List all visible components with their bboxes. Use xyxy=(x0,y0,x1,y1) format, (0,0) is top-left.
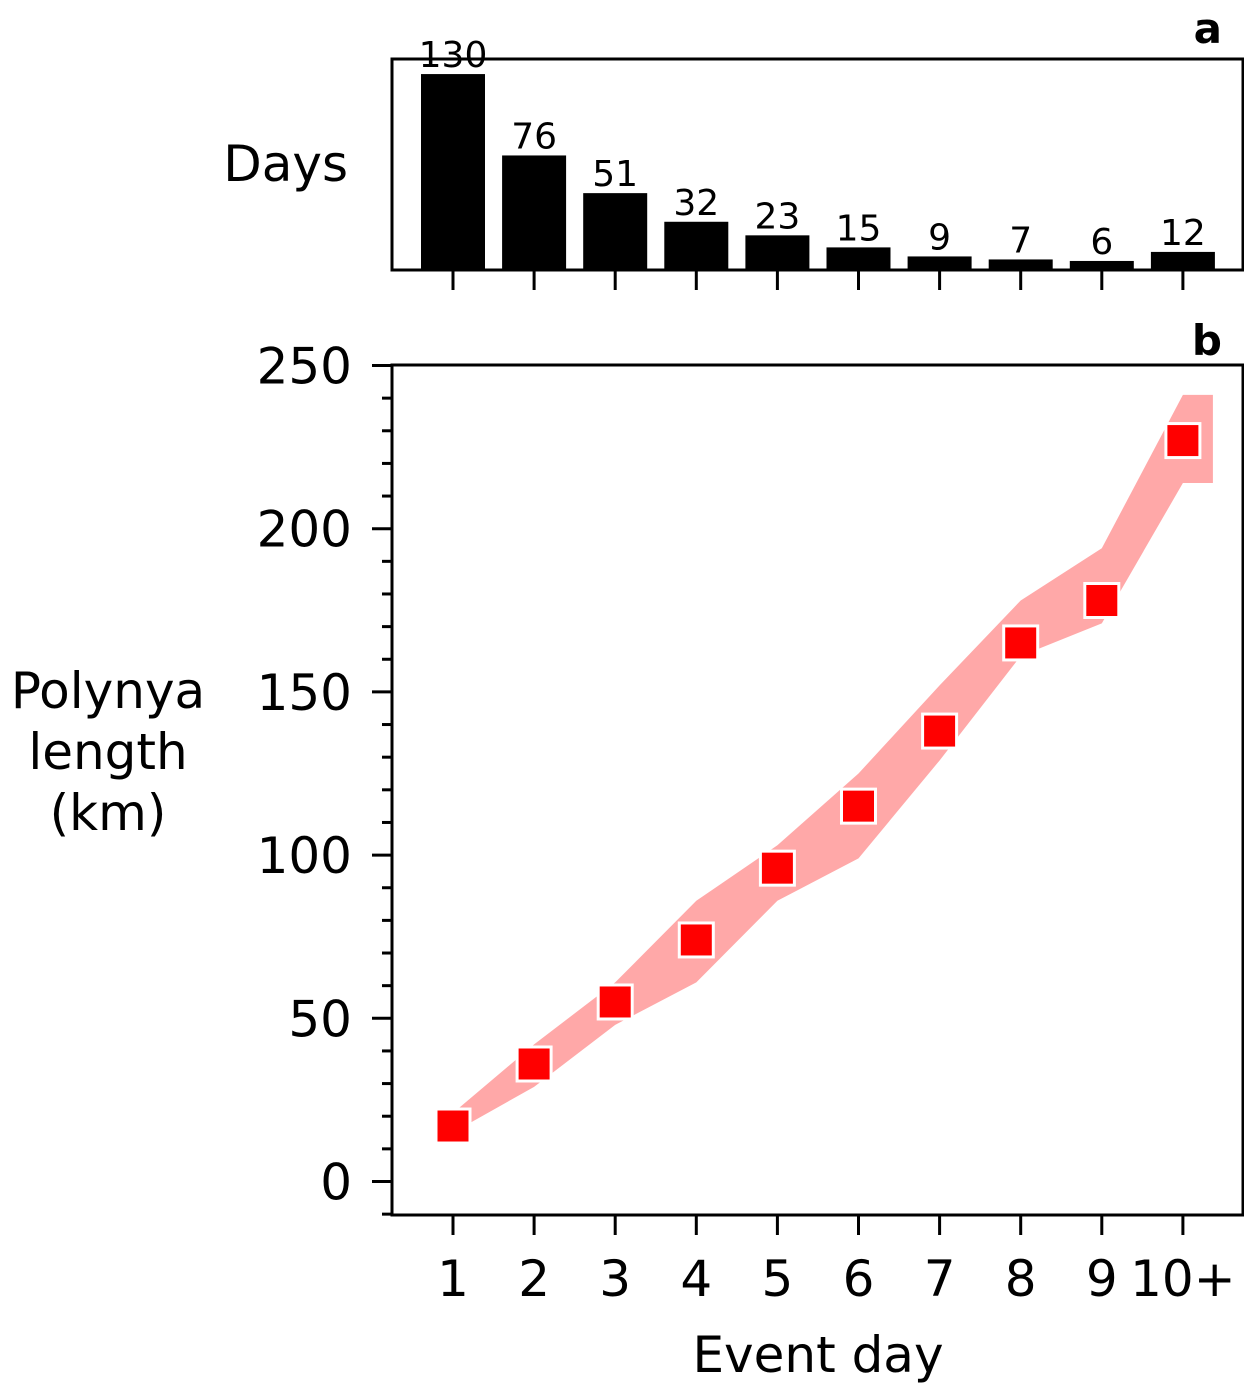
panel-a-label: a xyxy=(1194,4,1222,53)
marker-day-5 xyxy=(758,849,796,887)
x-tick-label-8: 8 xyxy=(1005,1250,1037,1308)
uncertainty-band xyxy=(453,394,1213,1133)
bar-value-label-1: 130 xyxy=(419,35,488,76)
marker-day-3 xyxy=(596,983,634,1021)
bar-value-label-2: 76 xyxy=(511,116,557,157)
x-tick-label-7: 7 xyxy=(924,1250,956,1308)
bar-7 xyxy=(907,256,972,270)
panel-a-y-axis-label: Days xyxy=(223,135,348,193)
marker-day-10+ xyxy=(1164,422,1202,460)
bar-value-label-6: 15 xyxy=(836,208,882,249)
bar-8 xyxy=(988,259,1053,270)
marker-day-1 xyxy=(434,1107,472,1145)
bar-4 xyxy=(664,221,729,270)
y-tick-label-0: 0 xyxy=(320,1154,352,1212)
bar-value-label-7: 9 xyxy=(928,217,951,258)
y-axis-label-line: (km) xyxy=(50,784,167,842)
panel-b-uncertainty-band xyxy=(453,394,1213,1133)
bar-2 xyxy=(502,155,567,270)
panel-b-x-axis-label: Event day xyxy=(692,1326,943,1384)
y-axis-label-line: length xyxy=(28,723,187,781)
x-tick-label-6: 6 xyxy=(843,1250,875,1308)
x-tick-label-2: 2 xyxy=(518,1250,550,1308)
y-tick-label-50: 50 xyxy=(288,990,352,1048)
panel-b-x-axis: 1 2 3 4 5 6 7 8 9 10+ xyxy=(437,1215,1236,1308)
panel-a-bars xyxy=(421,74,1215,270)
panel-b-y-axis: 0 50 100 150 200 250 xyxy=(257,338,392,1216)
y-axis-label-line: Polynya xyxy=(11,662,205,720)
bar-value-label-4: 32 xyxy=(673,183,719,224)
bar-6 xyxy=(826,247,891,270)
x-tick-label-1: 1 xyxy=(437,1250,469,1308)
y-tick-label-100: 100 xyxy=(257,827,352,885)
x-tick-label-4: 4 xyxy=(680,1250,712,1308)
panel-b-label: b xyxy=(1192,316,1222,365)
bar-5 xyxy=(745,235,810,270)
bar-3 xyxy=(583,193,648,270)
x-tick-label-5: 5 xyxy=(761,1250,793,1308)
bar-10+ xyxy=(1150,251,1215,270)
y-tick-label-150: 150 xyxy=(257,664,352,722)
marker-day-9 xyxy=(1083,582,1121,620)
bar-value-label-10+: 12 xyxy=(1160,213,1206,254)
marker-day-2 xyxy=(515,1045,553,1083)
x-tick-label-10+: 10+ xyxy=(1130,1250,1236,1308)
marker-day-4 xyxy=(677,921,715,959)
bar-value-label-9: 6 xyxy=(1090,222,1113,263)
x-tick-label-9: 9 xyxy=(1086,1250,1118,1308)
panel-b-frame xyxy=(390,363,1244,1217)
marker-day-8 xyxy=(1002,624,1040,662)
panel-a-frame xyxy=(390,57,1244,272)
marker-day-6 xyxy=(840,787,877,825)
panel-a-x-ticks xyxy=(451,270,1185,290)
panel-b-line-chart: b 0 50 100 150 200 250 1 2 3 4 5 6 7 8 9 10+ Event day… xyxy=(11,316,1244,1384)
y-tick-label-200: 200 xyxy=(257,501,352,559)
marker-day-7 xyxy=(921,712,959,750)
panel-b-markers xyxy=(434,422,1202,1145)
panel-b-y-axis-label: Polynya length (km) xyxy=(11,662,205,842)
bar-9 xyxy=(1069,260,1134,270)
bar-1 xyxy=(421,74,485,270)
x-tick-label-3: 3 xyxy=(599,1250,631,1308)
bar-value-label-3: 51 xyxy=(592,154,638,195)
bar-value-label-5: 23 xyxy=(754,196,800,237)
y-tick-label-250: 250 xyxy=(257,338,352,396)
bar-value-label-8: 7 xyxy=(1009,220,1032,261)
